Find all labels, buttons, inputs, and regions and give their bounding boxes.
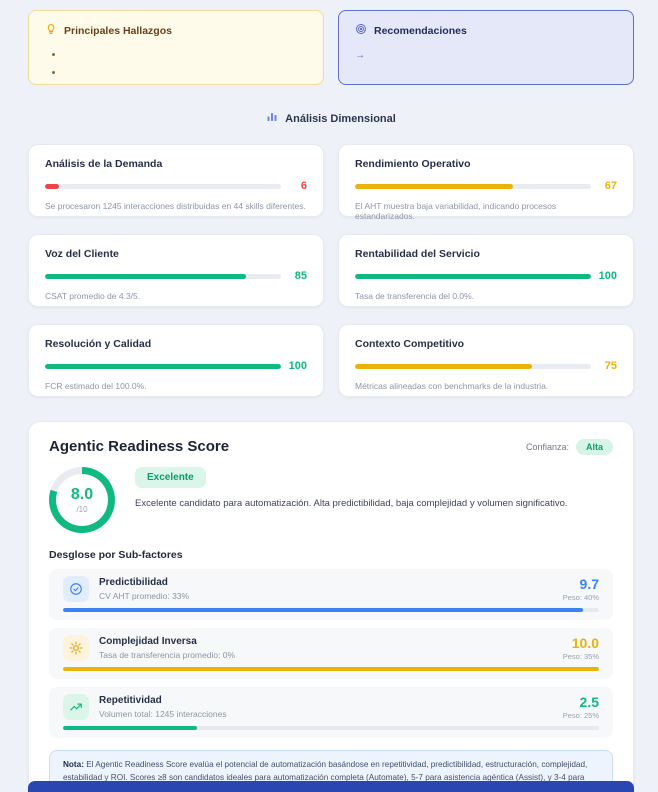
progress-fill bbox=[355, 273, 591, 279]
trend-up-icon bbox=[63, 694, 89, 720]
ars-score: 8.0 bbox=[70, 485, 94, 503]
subfactors-heading: Desglose por Sub-factores bbox=[49, 549, 183, 561]
subfactor-fill bbox=[63, 667, 599, 671]
target-icon bbox=[355, 23, 367, 38]
ars-score-max: /10 bbox=[76, 504, 88, 514]
progress-fill bbox=[355, 363, 532, 369]
dimension-description: CSAT promedio de 4.3/5. bbox=[45, 291, 141, 301]
note-label: Nota: bbox=[63, 760, 84, 769]
progress-fill bbox=[45, 363, 281, 369]
dimension-card-contexto: Contexto Competitivo 75 Métricas alinead… bbox=[338, 324, 634, 397]
subfactor-fill bbox=[63, 608, 583, 612]
subfactor-weight: Peso: 35% bbox=[562, 651, 599, 661]
recommendations-header: Recomendaciones bbox=[355, 23, 617, 38]
bar-chart-icon bbox=[266, 111, 278, 126]
dimension-score: 67 bbox=[604, 180, 617, 192]
subfactor-score: 9.7 bbox=[579, 575, 599, 592]
bullet-icon bbox=[52, 53, 55, 56]
gear-icon bbox=[63, 635, 89, 661]
recommendation-item: → bbox=[355, 50, 365, 61]
progress-track bbox=[45, 363, 281, 369]
subfactor-track bbox=[63, 726, 599, 730]
ars-summary: Excelente candidato para automatización.… bbox=[135, 498, 568, 509]
dimension-description: FCR estimado del 100.0%. bbox=[45, 381, 147, 391]
subfactor-track bbox=[63, 667, 599, 671]
confidence: Confianza: Alta bbox=[525, 438, 613, 455]
progress-fill bbox=[45, 183, 60, 189]
subfactor-complejidad: Complejidad Inversa Tasa de transferenci… bbox=[49, 628, 613, 679]
progress-track bbox=[355, 363, 591, 369]
bullet-icon bbox=[52, 71, 55, 74]
subfactor-predictibilidad: Predictibilidad CV AHT promedio: 33% 9.7… bbox=[49, 569, 613, 620]
next-section-bar bbox=[28, 781, 634, 792]
finding-item bbox=[45, 56, 307, 74]
rating-badge: Excelente bbox=[135, 467, 206, 488]
subfactor-score: 10.0 bbox=[571, 634, 599, 651]
dimension-score: 100 bbox=[288, 360, 307, 372]
dimension-description: Tasa de transferencia del 0.0%. bbox=[355, 291, 475, 301]
subfactor-weight: Peso: 25% bbox=[562, 710, 599, 720]
dimension-card-demanda: Análisis de la Demanda 6 Se procesaron 1… bbox=[28, 144, 324, 217]
dimension-score: 85 bbox=[294, 270, 307, 282]
ars-gauge: 8.0 /10 bbox=[49, 467, 115, 533]
progress-track bbox=[355, 183, 591, 189]
findings-card: Principales Hallazgos bbox=[28, 10, 324, 85]
dimension-score: 6 bbox=[300, 180, 307, 192]
dimension-card-voz-cliente: Voz del Cliente 85 CSAT promedio de 4.3/… bbox=[28, 234, 324, 307]
section-header: Análisis Dimensional bbox=[28, 111, 634, 126]
confidence-label: Confianza: bbox=[525, 441, 569, 452]
progress-track bbox=[45, 183, 281, 189]
dimension-description: Se procesaron 1245 interacciones distrib… bbox=[45, 201, 306, 211]
top-cards: Principales Hallazgos Recomendaciones → bbox=[28, 10, 634, 85]
dimension-description: El AHT muestra baja variabilidad, indica… bbox=[355, 201, 557, 221]
findings-title: Principales Hallazgos bbox=[64, 24, 172, 37]
progress-track bbox=[355, 273, 591, 279]
ars-title: Agentic Readiness Score bbox=[49, 438, 230, 455]
finding-item bbox=[45, 38, 307, 56]
subfactor-fill bbox=[63, 726, 197, 730]
dimension-card-resolucion: Resolución y Calidad 100 FCR estimado de… bbox=[28, 324, 324, 397]
lightbulb-icon bbox=[45, 23, 57, 38]
confidence-badge: Alta bbox=[575, 438, 613, 455]
recommendations-card: Recomendaciones → bbox=[338, 10, 634, 85]
dimension-card-rendimiento: Rendimiento Operativo 67 El AHT muestra … bbox=[338, 144, 634, 221]
dimension-card-rentabilidad: Rentabilidad del Servicio 100 Tasa de tr… bbox=[338, 234, 634, 307]
check-circle-icon bbox=[63, 576, 89, 602]
section-title: Análisis Dimensional bbox=[285, 112, 396, 125]
subfactor-weight: Peso: 40% bbox=[562, 592, 599, 602]
recommendations-title: Recomendaciones bbox=[374, 24, 467, 37]
subfactor-track bbox=[63, 608, 599, 612]
progress-fill bbox=[45, 273, 246, 279]
subfactor-repetitividad: Repetitividad Volumen total: 1245 intera… bbox=[49, 687, 613, 738]
subfactor-score: 2.5 bbox=[579, 693, 599, 710]
agentic-readiness-card: Agentic Readiness Score Confianza: Alta … bbox=[28, 421, 634, 792]
findings-header: Principales Hallazgos bbox=[45, 23, 307, 38]
dimension-score: 100 bbox=[598, 270, 617, 282]
progress-track bbox=[45, 273, 281, 279]
dimension-grid: Análisis de la Demanda 6 Se procesaron 1… bbox=[28, 144, 634, 397]
progress-fill bbox=[355, 183, 514, 189]
dimension-score: 75 bbox=[604, 360, 617, 372]
dimension-description: Métricas alineadas con benchmarks de la … bbox=[355, 381, 549, 391]
